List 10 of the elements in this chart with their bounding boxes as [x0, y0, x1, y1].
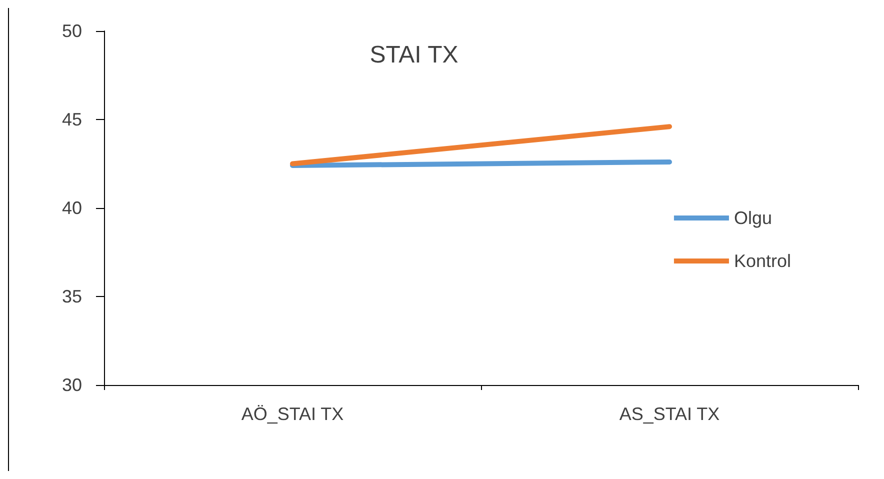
y-tick-label: 30 — [62, 375, 82, 395]
y-tick-label: 35 — [62, 286, 82, 306]
legend-label: Kontrol — [734, 251, 792, 271]
y-tick-label: 45 — [62, 110, 82, 130]
legend-label: Olgu — [734, 208, 772, 228]
x-tick-label: AS_STAI TX — [619, 404, 720, 424]
x-tick-label: AÖ_STAI TX — [241, 404, 344, 424]
y-tick-label: 50 — [62, 21, 82, 41]
y-tick-label: 40 — [62, 198, 82, 218]
chart-title: STAI TX — [370, 42, 458, 68]
